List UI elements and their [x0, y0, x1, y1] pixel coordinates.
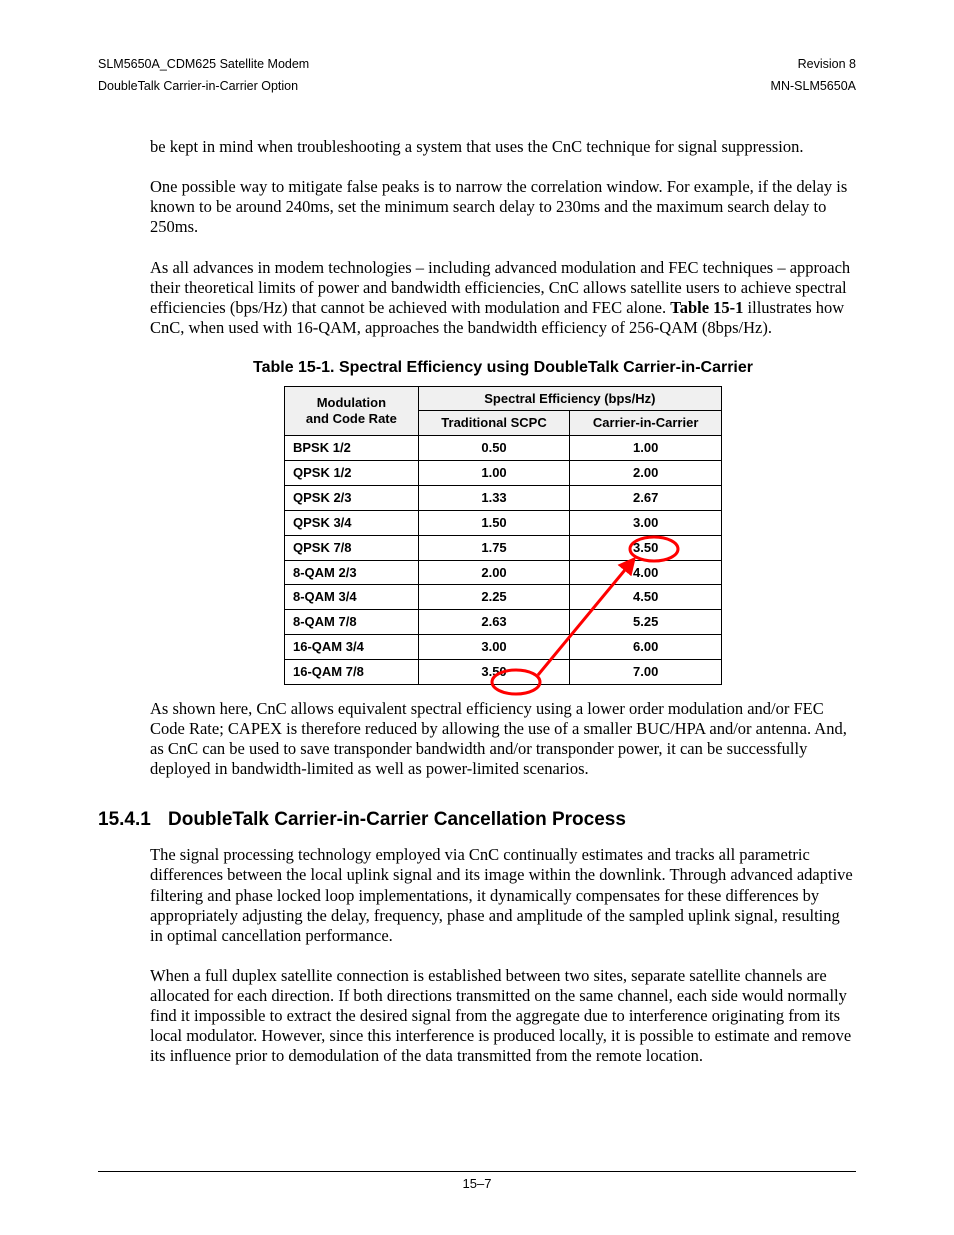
table-row: BPSK 1/20.501.00 [285, 436, 722, 461]
table-row: QPSK 3/41.503.00 [285, 510, 722, 535]
col-header-modulation-l1: Modulation [317, 395, 386, 410]
header-left-1: SLM5650A_CDM625 Satellite Modem [98, 56, 309, 74]
paragraph-3: As all advances in modem technologies – … [150, 258, 856, 339]
header-right-1: Revision 8 [798, 56, 856, 74]
body-content: be kept in mind when troubleshooting a s… [150, 137, 856, 779]
paragraph-4: As shown here, CnC allows equivalent spe… [150, 699, 856, 780]
paragraph-6: When a full duplex satellite connection … [150, 966, 856, 1067]
cell-scpc: 1.50 [418, 510, 570, 535]
page: SLM5650A_CDM625 Satellite Modem Revision… [0, 0, 954, 1235]
cell-cnc: 3.00 [570, 510, 722, 535]
cell-scpc: 3.50 [418, 659, 570, 684]
table-row: 8-QAM 2/32.004.00 [285, 560, 722, 585]
cell-modulation: 16-QAM 3/4 [285, 635, 419, 660]
body-content-2: The signal processing technology employe… [150, 845, 856, 1066]
cell-scpc: 1.33 [418, 485, 570, 510]
cell-modulation: QPSK 2/3 [285, 485, 419, 510]
section-number: 15.4.1 [98, 809, 168, 831]
table-body: BPSK 1/20.501.00QPSK 1/21.002.00QPSK 2/3… [285, 436, 722, 685]
cell-scpc: 3.00 [418, 635, 570, 660]
table-row: QPSK 2/31.332.67 [285, 485, 722, 510]
cell-modulation: QPSK 3/4 [285, 510, 419, 535]
section-heading: 15.4.1DoubleTalk Carrier-in-Carrier Canc… [98, 809, 856, 831]
col-header-cnc: Carrier-in-Carrier [570, 411, 722, 436]
cell-scpc: 2.00 [418, 560, 570, 585]
header-right-2: MN-SLM5650A [771, 78, 856, 96]
cell-modulation: BPSK 1/2 [285, 436, 419, 461]
header-left-2: DoubleTalk Carrier-in-Carrier Option [98, 78, 298, 96]
table-row: QPSK 1/21.002.00 [285, 461, 722, 486]
table-row: 16-QAM 3/43.006.00 [285, 635, 722, 660]
cell-cnc: 2.67 [570, 485, 722, 510]
cell-cnc: 4.50 [570, 585, 722, 610]
cell-modulation: 8-QAM 7/8 [285, 610, 419, 635]
table-row: 8-QAM 7/82.635.25 [285, 610, 722, 635]
cell-cnc: 7.00 [570, 659, 722, 684]
spectral-efficiency-table: Modulation and Code Rate Spectral Effici… [284, 386, 722, 685]
col-header-efficiency: Spectral Efficiency (bps/Hz) [418, 386, 721, 411]
col-header-scpc: Traditional SCPC [418, 411, 570, 436]
paragraph-2: One possible way to mitigate false peaks… [150, 177, 856, 237]
cell-cnc: 5.25 [570, 610, 722, 635]
table-row: 16-QAM 7/83.507.00 [285, 659, 722, 684]
paragraph-1: be kept in mind when troubleshooting a s… [150, 137, 856, 157]
cell-cnc: 1.00 [570, 436, 722, 461]
page-header: SLM5650A_CDM625 Satellite Modem Revision… [98, 56, 856, 95]
cell-modulation: QPSK 7/8 [285, 535, 419, 560]
cell-modulation: 8-QAM 3/4 [285, 585, 419, 610]
paragraph-5: The signal processing technology employe… [150, 845, 856, 946]
cell-scpc: 0.50 [418, 436, 570, 461]
cell-cnc: 2.00 [570, 461, 722, 486]
cell-scpc: 1.75 [418, 535, 570, 560]
table-row: 8-QAM 3/42.254.50 [285, 585, 722, 610]
cell-scpc: 2.63 [418, 610, 570, 635]
page-footer: 15–7 [98, 1171, 856, 1191]
section-title: DoubleTalk Carrier-in-Carrier Cancellati… [168, 809, 626, 830]
col-header-modulation: Modulation and Code Rate [285, 386, 419, 436]
cell-modulation: 8-QAM 2/3 [285, 560, 419, 585]
cell-scpc: 2.25 [418, 585, 570, 610]
cell-cnc: 4.00 [570, 560, 722, 585]
cell-cnc: 6.00 [570, 635, 722, 660]
table-caption: Table 15-1. Spectral Efficiency using Do… [150, 358, 856, 378]
para3-bold: Table 15-1 [670, 298, 743, 317]
cell-modulation: QPSK 1/2 [285, 461, 419, 486]
table-wrapper: Modulation and Code Rate Spectral Effici… [284, 386, 722, 685]
col-header-modulation-l2: and Code Rate [306, 411, 397, 426]
cell-scpc: 1.00 [418, 461, 570, 486]
table-row: QPSK 7/81.753.50 [285, 535, 722, 560]
cell-modulation: 16-QAM 7/8 [285, 659, 419, 684]
cell-cnc: 3.50 [570, 535, 722, 560]
